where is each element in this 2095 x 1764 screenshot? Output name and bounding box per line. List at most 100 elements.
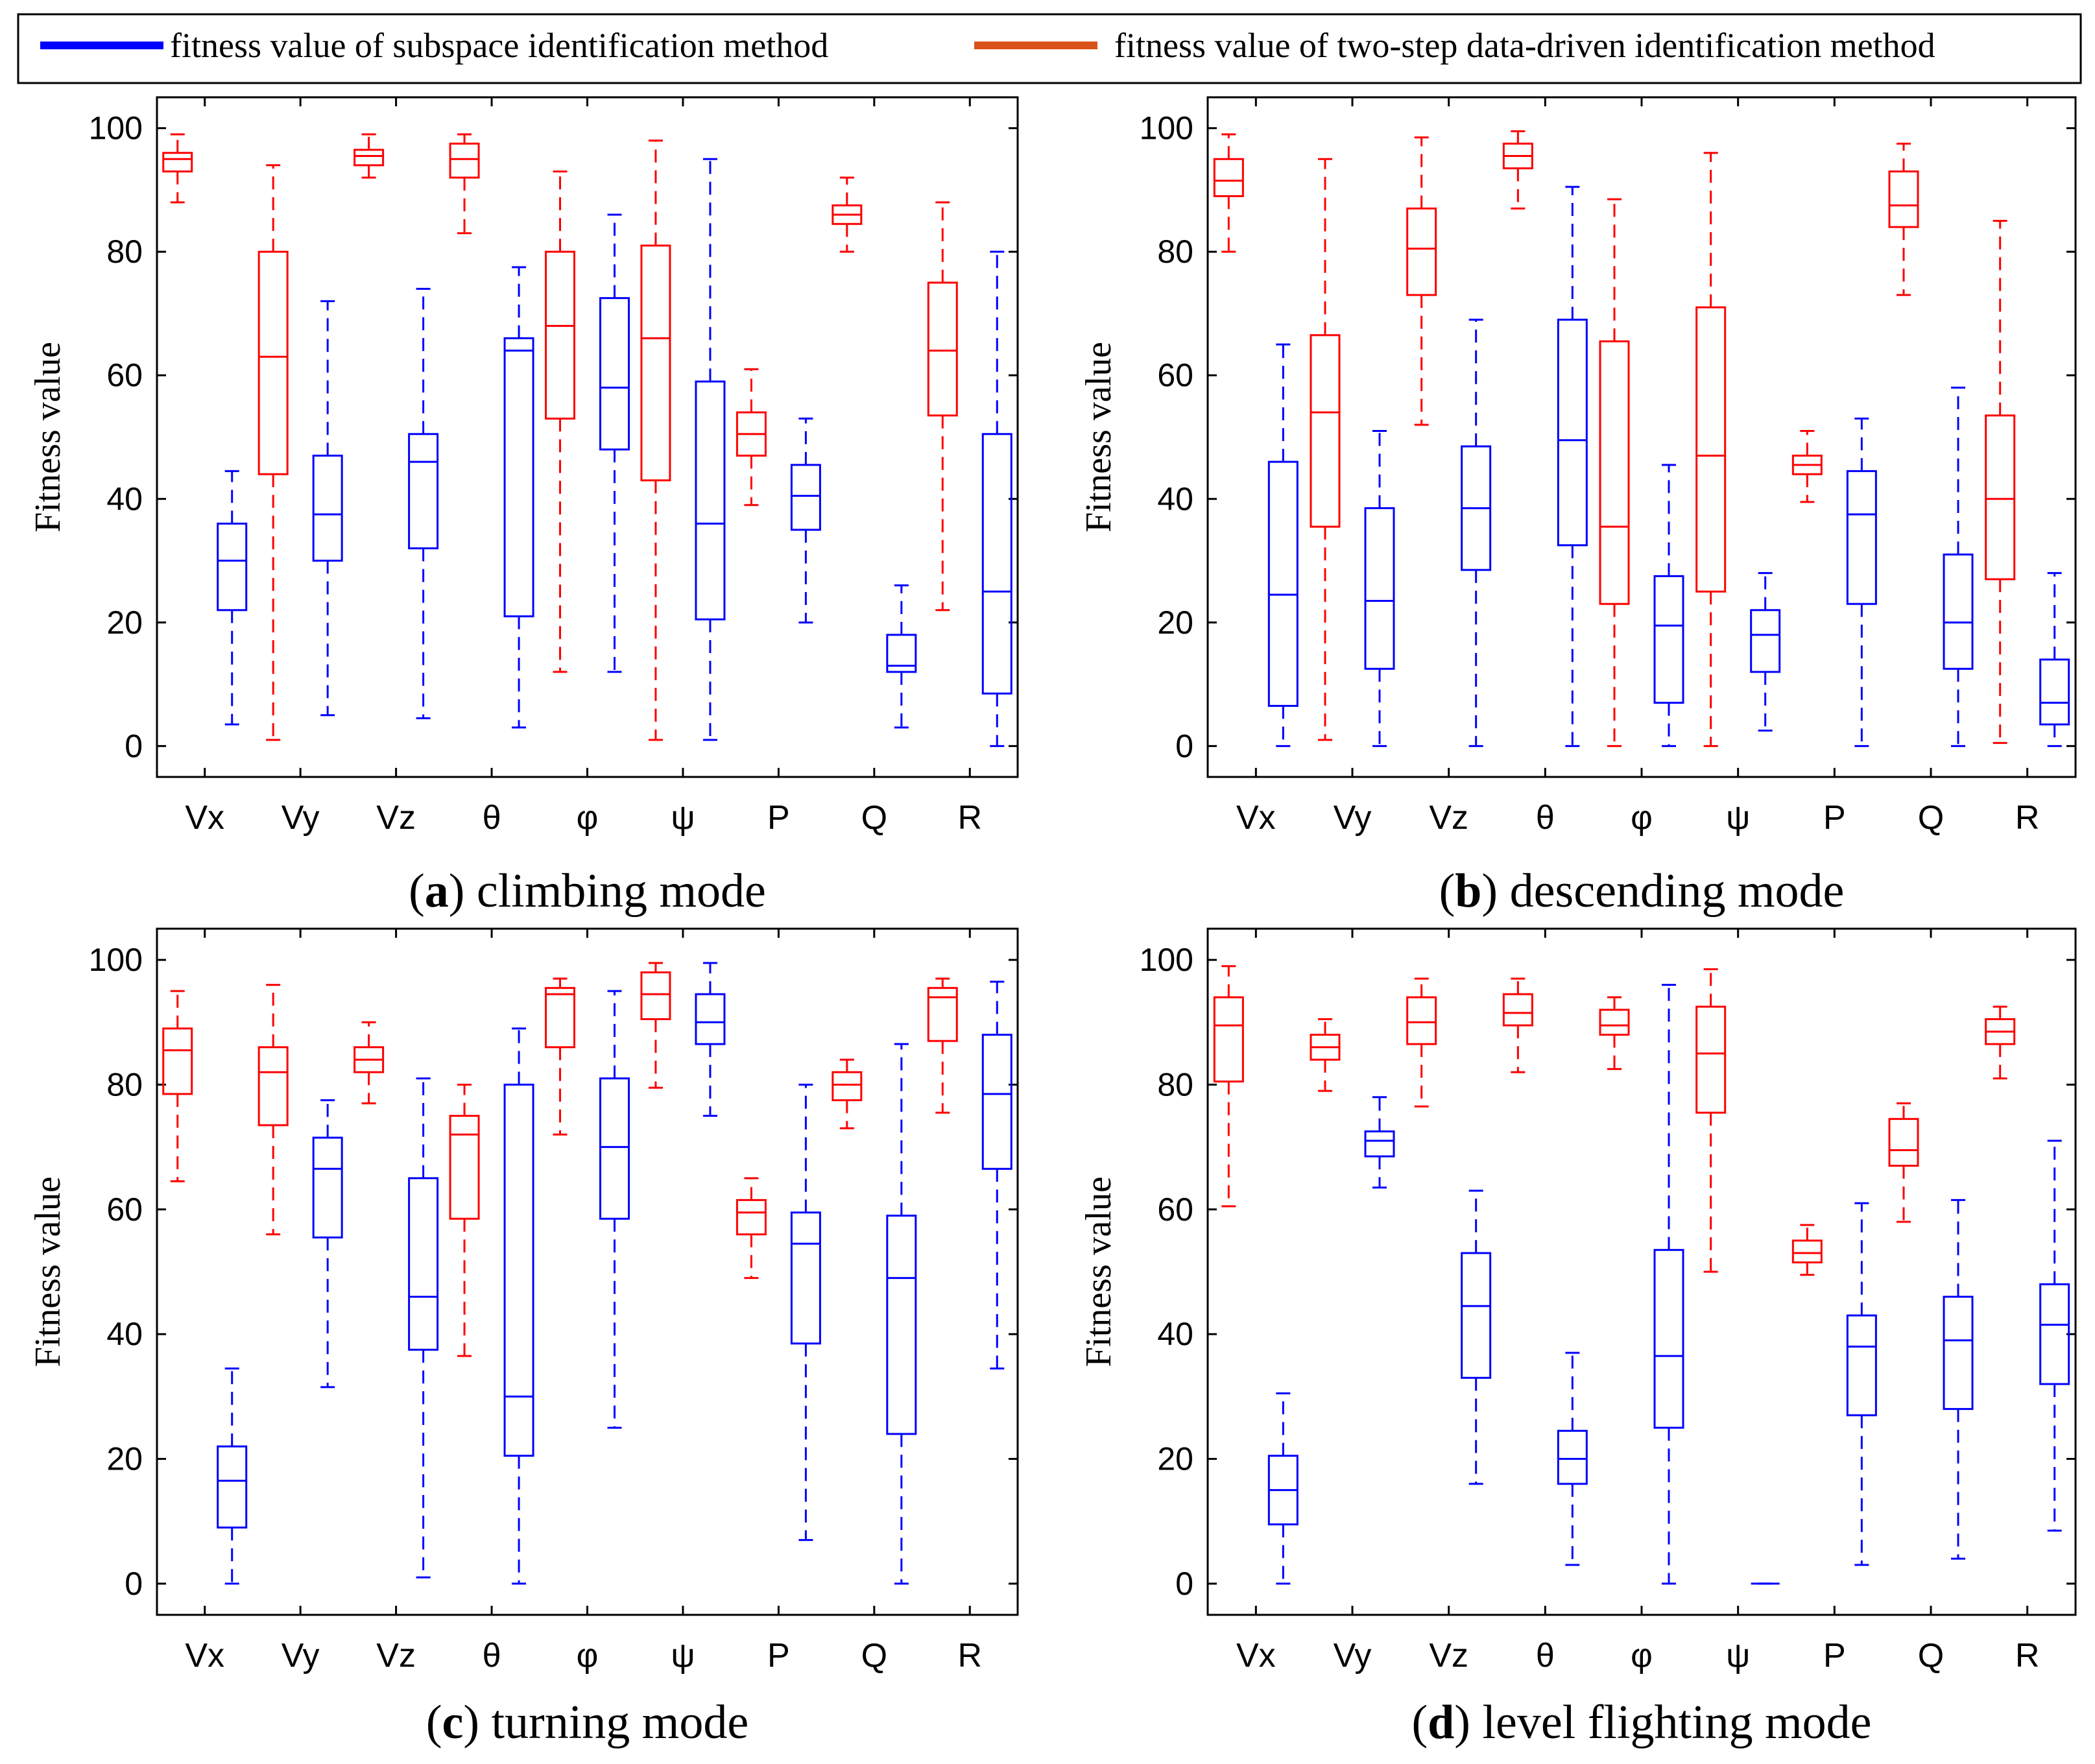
iqr-box — [736, 1198, 767, 1235]
box-twostep-θ — [449, 133, 480, 235]
box-twostep-Vx — [1213, 133, 1244, 253]
box-subspace-θ — [1557, 185, 1588, 747]
x-tick-label: θ — [1536, 799, 1555, 837]
box-subspace-ψ — [1750, 572, 1781, 732]
iqr-box — [1695, 1005, 1727, 1114]
iqr-box — [1888, 1117, 1919, 1167]
iqr-box — [1985, 414, 2016, 580]
box-twostep-Vx — [162, 133, 193, 204]
x-tick-label: θ — [483, 1637, 501, 1675]
legend-label-subspace: fitness value of subspace identification… — [170, 26, 828, 65]
iqr-box — [503, 337, 534, 617]
box-twostep-Vx — [162, 990, 193, 1183]
iqr-box — [1653, 575, 1684, 704]
box-twostep-Q — [832, 1058, 863, 1130]
iqr-box — [1461, 1252, 1492, 1379]
y-tick-label: 40 — [106, 1316, 143, 1352]
box-twostep-ψ — [640, 962, 671, 1089]
iqr-box — [1846, 470, 1877, 605]
box-twostep-Vz — [353, 133, 385, 179]
caption-open-paren: ( — [1439, 864, 1455, 918]
iqr-box — [790, 464, 821, 531]
axes-frame — [156, 927, 1019, 1616]
iqr-box — [1502, 993, 1533, 1027]
iqr-box — [599, 297, 630, 451]
y-tick-label: 20 — [1157, 1441, 1193, 1477]
x-tick-label: Vx — [1236, 1637, 1276, 1675]
panel-d: 0 20 40 60 80 100 Vx Vy Vz θ φ ψ P Q R Fitness value (d)… — [1079, 927, 2077, 1749]
caption-text: level flighting mode — [1470, 1696, 1872, 1749]
iqr-box — [1791, 1239, 1823, 1264]
box-twostep-Vy — [1310, 1018, 1341, 1092]
iqr-box — [981, 1034, 1012, 1170]
iqr-box — [257, 250, 289, 475]
panel-caption: (d) level flighting mode — [1411, 1696, 1871, 1749]
box-twostep-Vy — [257, 164, 289, 741]
caption-close-paren: ) — [463, 1696, 479, 1749]
caption-open-paren: ( — [409, 864, 425, 918]
box-subspace-ψ — [695, 962, 726, 1117]
iqr-box — [790, 1211, 821, 1345]
box-subspace-Vx — [217, 470, 248, 726]
caption-open-paren: ( — [1411, 1696, 1428, 1749]
iqr-box — [162, 1027, 193, 1095]
x-tick-label: Vx — [185, 1637, 224, 1675]
box-twostep-P — [736, 368, 767, 507]
iqr-box — [1750, 609, 1781, 673]
panel-b: 0 20 40 60 80 100 Vx Vy Vz θ φ ψ P Q R Fitness value (b)… — [1079, 96, 2077, 918]
x-tick-label: P — [1823, 1637, 1846, 1675]
y-tick-label: 0 — [125, 1566, 143, 1602]
caption-text: climbing mode — [464, 864, 766, 918]
caption-letter: c — [442, 1696, 463, 1749]
iqr-box — [2039, 658, 2070, 726]
y-tick-label: 80 — [1157, 1066, 1193, 1102]
x-tick-label: Vz — [1429, 1637, 1468, 1675]
axes-frame — [156, 96, 1019, 778]
y-axis-label: Fitness value — [28, 342, 68, 532]
x-tick-label: Q — [861, 1637, 887, 1675]
y-tick-label: 0 — [1175, 728, 1193, 764]
x-tick-label: ψ — [671, 1637, 695, 1675]
box-subspace-Vx — [1267, 343, 1299, 747]
iqr-box — [217, 522, 248, 612]
iqr-box — [2039, 1283, 2070, 1385]
box-twostep-P — [1791, 1224, 1823, 1276]
iqr-box — [927, 281, 958, 417]
box-subspace-R — [2039, 1139, 2070, 1532]
box-subspace-P — [1846, 417, 1877, 747]
y-tick-label: 40 — [1157, 1316, 1193, 1352]
panel-caption: (a) climbing mode — [409, 864, 766, 918]
box-subspace-Q — [886, 584, 917, 729]
x-tick-label: ψ — [1726, 1637, 1750, 1675]
x-tick-label: Vz — [1429, 799, 1468, 837]
y-tick-label: 100 — [89, 942, 143, 978]
iqr-box — [1213, 996, 1244, 1083]
box-twostep-φ — [545, 977, 575, 1136]
y-tick-label: 60 — [106, 357, 143, 394]
box-subspace-φ — [1653, 464, 1684, 747]
x-tick-label: θ — [1536, 1637, 1555, 1675]
iqr-box — [1310, 334, 1341, 528]
legend-label-twostep: fitness value of two-step data-driven id… — [1114, 26, 1935, 65]
iqr-box — [1213, 158, 1244, 197]
iqr-box — [1846, 1314, 1877, 1416]
box-twostep-R — [1985, 220, 2016, 745]
caption-open-paren: ( — [426, 1696, 442, 1749]
x-tick-label: Vx — [1236, 799, 1276, 837]
box-twostep-θ — [1502, 977, 1533, 1073]
box-twostep-Vz — [1406, 977, 1437, 1108]
iqr-box — [1943, 1295, 1974, 1411]
iqr-box — [408, 433, 439, 549]
caption-close-paren: ) — [1454, 1696, 1470, 1749]
x-tick-label: R — [2015, 799, 2040, 837]
box-subspace-θ — [503, 266, 534, 729]
x-tick-label: ψ — [1726, 799, 1750, 837]
iqr-box — [1406, 996, 1437, 1045]
box-subspace-θ — [1557, 1352, 1588, 1566]
box-subspace-Vz — [1461, 318, 1492, 747]
iqr-box — [1557, 318, 1588, 547]
caption-close-paren: ) — [1481, 864, 1498, 918]
iqr-box — [449, 1115, 480, 1220]
box-subspace-Vz — [408, 287, 439, 719]
